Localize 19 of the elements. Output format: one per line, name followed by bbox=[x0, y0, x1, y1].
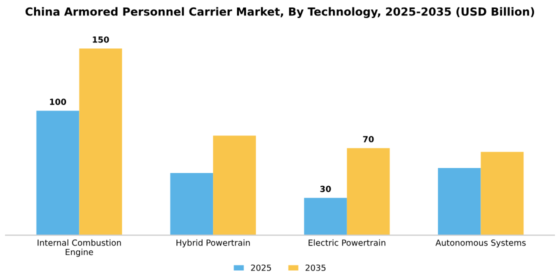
bar bbox=[304, 198, 347, 236]
data-label: 150 bbox=[92, 36, 109, 43]
bar bbox=[346, 148, 390, 236]
data-label: 30 bbox=[320, 186, 331, 192]
bar bbox=[438, 168, 481, 236]
x-tick-label: Electric Powertrain bbox=[308, 239, 386, 246]
bar bbox=[480, 152, 524, 236]
x-tick-label: Internal Combustion Engine bbox=[38, 239, 121, 257]
legend-label: 2025 bbox=[251, 264, 271, 271]
data-label: 70 bbox=[363, 136, 374, 142]
legend-label: 2035 bbox=[306, 264, 326, 271]
bar bbox=[36, 110, 80, 236]
x-tick-label: Autonomous Systems bbox=[436, 240, 526, 248]
bar bbox=[213, 136, 256, 236]
data-label: 100 bbox=[50, 98, 66, 105]
x-tick-label: Hybrid Powertrain bbox=[176, 239, 250, 248]
bar bbox=[170, 172, 214, 236]
bar bbox=[79, 48, 122, 236]
chart-title: China Armored Personnel Carrier Market, By Technology, 2025-2035 (USD Billion) bbox=[26, 7, 534, 18]
